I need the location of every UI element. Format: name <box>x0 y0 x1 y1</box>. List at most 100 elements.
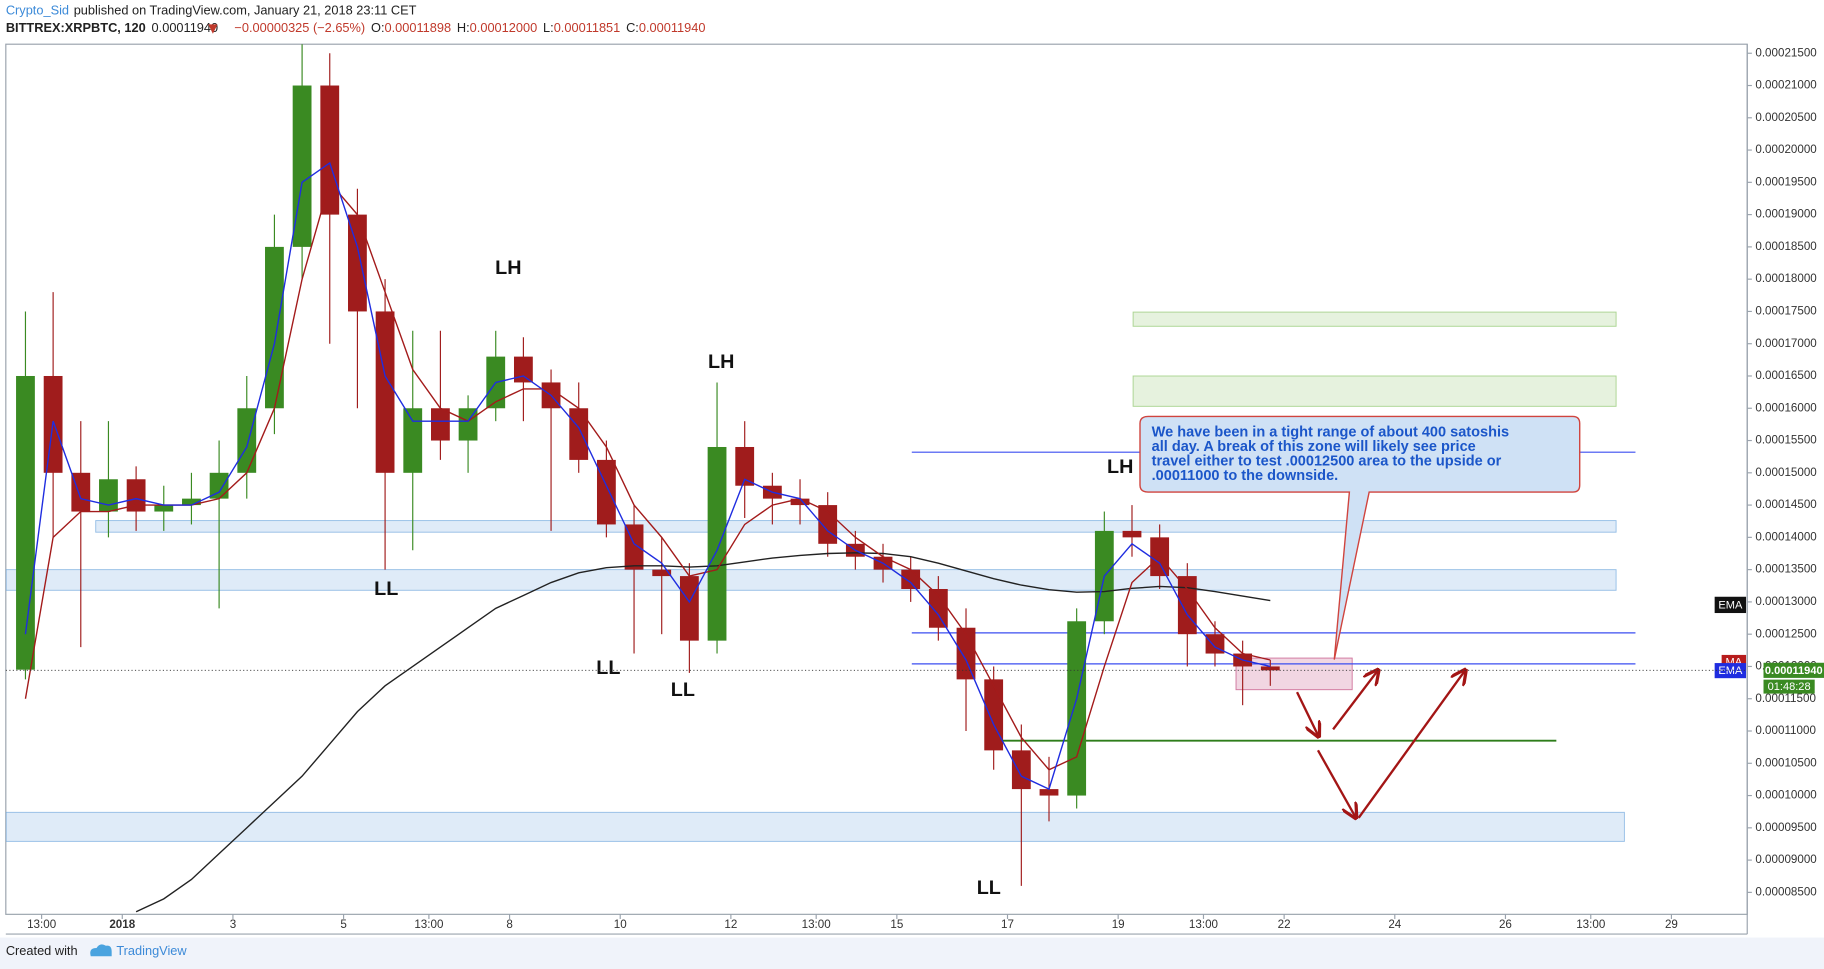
candle-body <box>1039 789 1059 796</box>
candle-body <box>513 356 533 383</box>
candle-body <box>1177 576 1197 635</box>
candle-body <box>154 505 174 512</box>
y-tick-label: 0.00009500 <box>1755 821 1817 834</box>
ohlc-label: L: <box>543 20 554 35</box>
footer-brand[interactable]: TradingView <box>116 943 187 958</box>
candle-body <box>71 472 91 512</box>
candle-body <box>403 408 423 473</box>
x-tick-label: 15 <box>890 918 903 931</box>
candle-body <box>928 588 948 628</box>
zone <box>1132 375 1617 407</box>
ohlc-label: C: <box>626 20 639 35</box>
swing-label: LH <box>708 351 734 373</box>
x-tick-label: 17 <box>1001 918 1014 931</box>
ohlc-value: 0.00011851 <box>554 20 621 35</box>
zone <box>1132 311 1617 327</box>
arrow <box>1357 671 1465 819</box>
candle-body <box>431 408 450 441</box>
y-tick-label: 0.00019000 <box>1755 208 1817 221</box>
ohlc-label: O: <box>371 20 385 35</box>
candle-body <box>209 472 229 499</box>
zone <box>5 569 1617 591</box>
swing-label: LH <box>495 257 521 279</box>
arrow <box>1295 691 1318 735</box>
y-tick-label: 0.00014500 <box>1755 498 1817 511</box>
brand-icon <box>90 944 112 957</box>
candle-body <box>956 627 976 680</box>
callout-text: travel either to test .00012500 area to … <box>1152 454 1502 470</box>
y-tick-label: 0.00021500 <box>1755 46 1817 59</box>
author[interactable]: Crypto_Sid <box>6 3 69 18</box>
plot-area <box>5 44 1636 913</box>
last-price-badge <box>1763 662 1824 678</box>
footer-bar <box>0 937 1824 969</box>
candle-body <box>375 311 395 473</box>
candle-body <box>984 679 1004 751</box>
candle-body <box>707 446 727 641</box>
x-tick-label: 26 <box>1499 918 1512 931</box>
zone <box>5 811 1625 842</box>
swing-label: LL <box>596 657 620 679</box>
ohlc-value: 0.00011940 <box>639 20 706 35</box>
callout-text: all day. A break of this zone will likel… <box>1152 439 1476 455</box>
y-tick-label: 0.00013000 <box>1755 595 1817 608</box>
candle-body <box>1122 530 1142 538</box>
candle-body <box>569 408 589 460</box>
candle-body <box>735 446 755 486</box>
footer-created: Created with <box>6 943 78 958</box>
y-tick-label: 0.00014000 <box>1755 530 1817 543</box>
x-tick-label: 22 <box>1278 918 1291 931</box>
change: −0.00000325 (−2.65%) <box>234 20 365 35</box>
candle-body <box>1067 621 1087 796</box>
down-arrow-icon <box>208 24 218 34</box>
y-tick-label: 0.00011500 <box>1755 692 1816 705</box>
x-tick-label: 12 <box>724 918 737 931</box>
x-tick-label: 13:00 <box>1576 918 1606 931</box>
y-tick-label: 0.00012500 <box>1755 627 1817 640</box>
indicator-line <box>24 180 1271 771</box>
ohlc-value: 0.00011898 <box>385 20 452 35</box>
countdown-badge <box>1763 679 1815 694</box>
published: published on TradingView.com, January 21… <box>74 3 417 18</box>
x-tick-label: 2018 <box>109 918 135 931</box>
y-tick-label: 0.00009000 <box>1755 853 1817 866</box>
y-tick-label: 0.00017000 <box>1755 337 1817 350</box>
ohlc-value: 0.00012000 <box>470 20 538 35</box>
x-tick-label: 13:00 <box>27 918 57 931</box>
header-line-1: Crypto_Sid published on TradingView.com, … <box>6 3 417 18</box>
candle-body <box>901 569 921 589</box>
y-tick-label: 0.00018000 <box>1755 272 1817 285</box>
zone <box>95 520 1617 533</box>
candle-body <box>126 479 146 512</box>
y-tick-label: 0.00010000 <box>1755 789 1817 802</box>
candle-body <box>1260 666 1280 671</box>
x-tick-label: 13:00 <box>802 918 832 931</box>
y-tick-label: 0.00021000 <box>1755 79 1817 92</box>
badge <box>1714 596 1747 614</box>
candle-body <box>790 498 810 506</box>
x-tick-label: 3 <box>230 918 236 931</box>
candle-body <box>624 524 644 570</box>
y-tick-label: 0.00010500 <box>1755 756 1817 769</box>
indicator-line <box>24 161 1271 791</box>
y-tick-label: 0.00016000 <box>1755 401 1817 414</box>
y-tick-label: 0.00011000 <box>1755 724 1816 737</box>
y-tick-label: 0.00017500 <box>1755 305 1817 318</box>
last-price: 0.00011940 <box>152 20 219 35</box>
candle-body <box>99 479 118 512</box>
candle-body <box>320 85 340 215</box>
x-tick-label: 29 <box>1665 918 1678 931</box>
swing-label: LL <box>671 679 695 701</box>
x-tick-label: 8 <box>506 918 512 931</box>
x-tick-label: 13:00 <box>414 918 444 931</box>
y-tick-label: 0.00016500 <box>1755 369 1817 382</box>
x-tick-label: 13:00 <box>1189 918 1219 931</box>
y-tick-label: 0.00019500 <box>1755 175 1817 188</box>
last-price-text: 0.00011940 <box>1765 665 1823 677</box>
symbol: BITTREX:XRPBTC, 120 <box>6 20 146 35</box>
badge-text: EMA <box>1718 665 1743 677</box>
x-tick-label: 24 <box>1388 918 1401 931</box>
countdown-text: 01:48:28 <box>1768 681 1811 693</box>
